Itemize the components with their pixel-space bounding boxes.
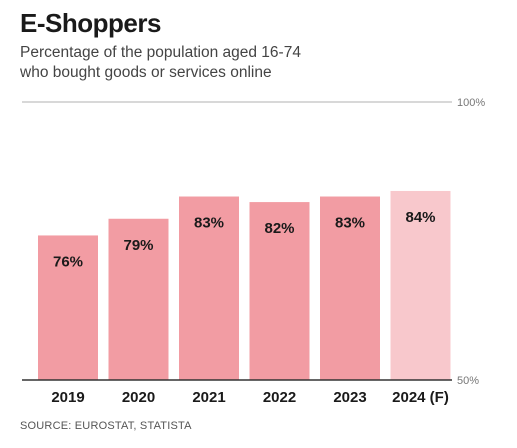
chart-title: E-Shoppers bbox=[20, 8, 161, 38]
x-tick-label: 2024 (F) bbox=[392, 389, 449, 406]
bar-2024-f bbox=[390, 190, 451, 380]
x-tick-label: 2019 bbox=[51, 389, 84, 406]
bar-value-label: 83% bbox=[335, 215, 365, 232]
bar-2023 bbox=[320, 196, 380, 380]
source-note: SOURCE: EUROSTAT, STATISTA bbox=[20, 420, 192, 432]
subtitle-line-1: Percentage of the population aged 16-74 bbox=[20, 44, 301, 61]
subtitle-line-2: who bought goods or services online bbox=[20, 64, 272, 81]
y-tick-label: 50% bbox=[457, 375, 479, 387]
bar-2021 bbox=[179, 196, 239, 380]
bar-2020 bbox=[108, 218, 169, 380]
bar-value-label: 83% bbox=[194, 215, 224, 232]
bar-value-label: 79% bbox=[123, 237, 153, 254]
x-tick-label: 2022 bbox=[263, 389, 296, 406]
x-tick-label: 2021 bbox=[192, 389, 225, 406]
chart-subtitle: Percentage of the population aged 16-74 … bbox=[20, 43, 460, 83]
bar-2019 bbox=[38, 235, 98, 380]
bar-2022 bbox=[249, 202, 310, 380]
x-tick-label: 2023 bbox=[333, 389, 366, 406]
bar-value-label: 84% bbox=[405, 209, 435, 226]
bar-value-label: 82% bbox=[264, 220, 294, 237]
y-tick-label: 100% bbox=[457, 97, 485, 109]
bar-value-label: 76% bbox=[53, 253, 83, 270]
x-tick-label: 2020 bbox=[122, 389, 155, 406]
